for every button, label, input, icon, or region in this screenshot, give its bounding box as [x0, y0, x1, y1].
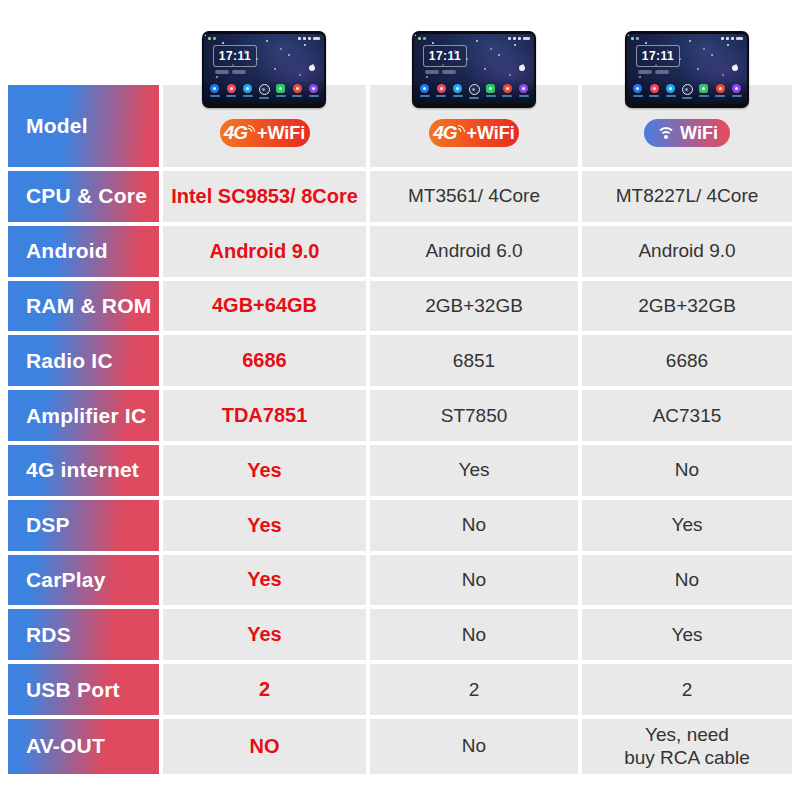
- radio-icon: [293, 84, 302, 93]
- device-dock: [414, 82, 534, 104]
- music-icon: [227, 84, 236, 93]
- cell-4g-1: Yes: [163, 445, 370, 500]
- row-label-model: Model: [8, 85, 163, 171]
- starfield: [204, 34, 206, 36]
- cell-android-2: Android 6.0: [370, 226, 582, 281]
- badge-4g-wifi-2: 4G+WiFi: [429, 119, 519, 147]
- device-clock: 17:11: [423, 45, 467, 67]
- starfield: [414, 34, 416, 36]
- cell-ram-3: 2GB+32GB: [582, 281, 792, 336]
- page: 17:11 17:11: [0, 0, 800, 800]
- apps-icon: [469, 84, 480, 95]
- cell-carplay-2: No: [370, 555, 582, 610]
- head-unit-image-1: 17:11: [202, 31, 326, 108]
- cell-amp-2: ST7850: [370, 390, 582, 445]
- device-dock: [627, 82, 747, 104]
- row-label-android: Android: [8, 226, 163, 281]
- settings-icon: [732, 84, 741, 93]
- bluetooth-icon: [666, 84, 675, 93]
- device-clock: 17:11: [636, 45, 680, 67]
- apps-icon: [259, 84, 270, 95]
- navigation-icon: [420, 84, 429, 93]
- device-status-bar: [631, 35, 743, 42]
- device-status-bar: [208, 35, 320, 42]
- cell-4g-2: Yes: [370, 445, 582, 500]
- radio-icon: [503, 84, 512, 93]
- settings-icon: [309, 84, 318, 93]
- row-label-amplifier-ic: Amplifier IC: [8, 390, 163, 445]
- device-knob-dot: [309, 65, 315, 71]
- cell-cpu-3: MT8227L/ 4Core: [582, 171, 792, 226]
- row-label-carplay: CarPlay: [8, 555, 163, 610]
- row-label-av-out: AV-OUT: [8, 719, 163, 774]
- cell-rds-1: Yes: [163, 609, 370, 664]
- starfield: [627, 34, 629, 36]
- bluetooth-icon: [453, 84, 462, 93]
- bluetooth-icon: [243, 84, 252, 93]
- cell-rds-3: Yes: [582, 609, 792, 664]
- cell-usb-2: 2: [370, 664, 582, 719]
- row-label-ram-rom: RAM & ROM: [8, 281, 163, 336]
- row-label-radio-ic: Radio IC: [8, 335, 163, 390]
- radio-icon: [716, 84, 725, 93]
- device-knob-dot: [732, 65, 738, 71]
- device-dock: [204, 82, 324, 104]
- cell-radio-1: 6686: [163, 335, 370, 390]
- cell-carplay-3: No: [582, 555, 792, 610]
- widgets-icon: [699, 84, 708, 93]
- navigation-icon: [210, 84, 219, 93]
- signal-icon: [248, 124, 255, 132]
- music-icon: [650, 84, 659, 93]
- badge-4g-wifi-1: 4G+WiFi: [220, 119, 310, 147]
- cell-4g-3: No: [582, 445, 792, 500]
- row-label-dsp: DSP: [8, 500, 163, 555]
- cell-dsp-1: Yes: [163, 500, 370, 555]
- widgets-icon: [486, 84, 495, 93]
- apps-icon: [682, 84, 693, 95]
- cell-amp-1: TDA7851: [163, 390, 370, 445]
- clock-sub-buttons: [638, 70, 669, 74]
- cell-avout-3: Yes, need buy RCA cable: [582, 719, 792, 774]
- signal-icon: [458, 124, 465, 132]
- cell-radio-3: 6686: [582, 335, 792, 390]
- cell-usb-3: 2: [582, 664, 792, 719]
- cell-ram-1: 4GB+64GB: [163, 281, 370, 336]
- cell-cpu-1: Intel SC9853/ 8Core: [163, 171, 370, 226]
- cell-amp-3: AC7315: [582, 390, 792, 445]
- row-label-4g-internet: 4G internet: [8, 445, 163, 500]
- device-screen: 17:11: [414, 34, 534, 104]
- cell-dsp-3: Yes: [582, 500, 792, 555]
- cell-carplay-1: Yes: [163, 555, 370, 610]
- cell-android-1: Android 9.0: [163, 226, 370, 281]
- badge-wifi: WiFi: [644, 119, 730, 147]
- device-clock: 17:11: [213, 45, 257, 67]
- cell-radio-2: 6851: [370, 335, 582, 390]
- row-label-cpu-core: CPU & Core: [8, 171, 163, 226]
- device-status-bar: [418, 35, 530, 42]
- widgets-icon: [276, 84, 285, 93]
- cell-cpu-2: MT3561/ 4Core: [370, 171, 582, 226]
- row-label-usb-port: USB Port: [8, 664, 163, 719]
- wifi-icon: [656, 127, 675, 140]
- clock-sub-buttons: [215, 70, 246, 74]
- cell-usb-1: 2: [163, 664, 370, 719]
- device-screen: 17:11: [627, 34, 747, 104]
- clock-sub-buttons: [425, 70, 456, 74]
- cell-android-3: Android 9.0: [582, 226, 792, 281]
- settings-icon: [519, 84, 528, 93]
- cell-ram-2: 2GB+32GB: [370, 281, 582, 336]
- device-knob-dot: [519, 65, 525, 71]
- music-icon: [437, 84, 446, 93]
- head-unit-image-3: 17:11: [625, 31, 749, 108]
- comparison-table: Model 4G+WiFi 4G+WiFi WiFi CPU & Core In…: [8, 85, 792, 774]
- cell-avout-2: No: [370, 719, 582, 774]
- navigation-icon: [633, 84, 642, 93]
- cell-avout-1: NO: [163, 719, 370, 774]
- device-screen: 17:11: [204, 34, 324, 104]
- cell-dsp-2: No: [370, 500, 582, 555]
- cell-rds-2: No: [370, 609, 582, 664]
- head-unit-image-2: 17:11: [412, 31, 536, 108]
- row-label-rds: RDS: [8, 609, 163, 664]
